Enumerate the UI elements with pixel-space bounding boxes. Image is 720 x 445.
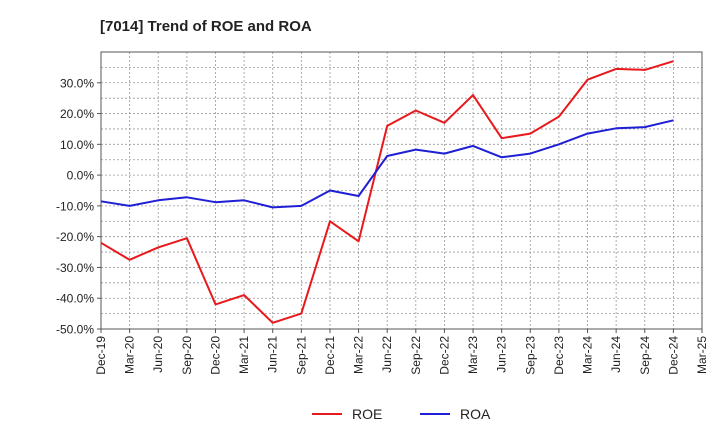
x-tick-label: Jun-20 — [151, 336, 165, 373]
y-tick-label: 20.0% — [60, 107, 94, 121]
axes: 30.0% 20.0% 10.0% 0.0% -10.0% -20.0% -30.0% -40… — [56, 51, 709, 375]
y-tick-label: -20.0% — [56, 230, 94, 244]
y-tick-label: 30.0% — [60, 76, 94, 90]
plot-frame — [100, 51, 703, 330]
x-tick-label: Dec-23 — [552, 336, 566, 375]
series-line-roa — [100, 119, 674, 209]
x-tick-label: Jun-23 — [495, 336, 509, 373]
y-tick-label: -40.0% — [56, 292, 94, 306]
series-lines — [100, 60, 674, 324]
x-tick-label: Dec-24 — [666, 336, 680, 375]
x-tick-label: Mar-22 — [352, 336, 366, 374]
x-tick-label: Sep-23 — [523, 336, 537, 375]
series-line-roe — [100, 60, 674, 324]
x-tick-label: Sep-24 — [638, 336, 652, 375]
x-tick-label: Dec-22 — [437, 336, 451, 375]
x-tick-label: Mar-24 — [581, 336, 595, 374]
chart-title: [7014] Trend of ROE and ROA — [100, 18, 312, 35]
legend-label-roa: ROA — [460, 406, 491, 422]
y-tick-label: 0.0% — [67, 169, 95, 183]
y-tick-label: -50.0% — [56, 323, 94, 337]
grid-lines — [101, 52, 702, 329]
x-tick-label: Mar-21 — [237, 336, 251, 374]
x-tick-label: Sep-21 — [294, 336, 308, 375]
x-tick-label: Mar-25 — [695, 336, 709, 374]
x-tick-label: Jun-21 — [266, 336, 280, 373]
x-tick-label: Jun-24 — [609, 336, 623, 373]
y-tick-label: 10.0% — [60, 138, 94, 152]
legend: ROE ROA — [312, 406, 491, 422]
y-tick-label: -30.0% — [56, 261, 94, 275]
x-tick-label: Dec-21 — [323, 336, 337, 375]
x-tick-label: Mar-23 — [466, 336, 480, 374]
legend-label-roe: ROE — [352, 406, 382, 422]
x-tick-label: Sep-22 — [409, 336, 423, 375]
x-tick-label: Jun-22 — [380, 336, 394, 373]
x-tick-label: Dec-20 — [208, 336, 222, 375]
x-tick-label: Dec-19 — [94, 336, 108, 375]
x-tick-label: Sep-20 — [180, 336, 194, 375]
x-tick-label: Mar-20 — [123, 336, 137, 374]
y-tick-label: -10.0% — [56, 199, 94, 213]
